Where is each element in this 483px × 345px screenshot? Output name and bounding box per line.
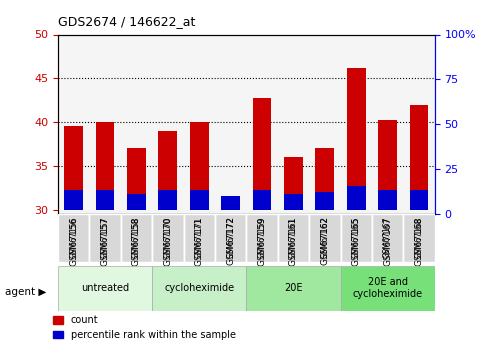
Text: GSM67159: GSM67159 [257,216,267,266]
Text: GSM67172: GSM67172 [226,216,235,265]
Text: GSM67161: GSM67161 [289,216,298,266]
Bar [347,186,366,209]
Bar [152,214,184,262]
Text: GSM67171: GSM67171 [195,216,204,266]
Text: 20E and
cycloheximide: 20E and cycloheximide [353,277,423,299]
Bar [284,157,303,209]
Bar [58,266,152,311]
Bar [221,196,240,209]
Bar [253,98,271,209]
Bar [410,105,428,209]
Text: GSM67162: GSM67162 [320,216,329,265]
Bar [278,214,309,262]
Bar [315,148,334,209]
Bar [158,190,177,209]
Text: GSM67171: GSM67171 [195,216,204,258]
Bar [246,266,341,311]
Text: cycloheximide: cycloheximide [164,283,234,293]
Bar [221,196,240,209]
Bar [372,214,403,262]
Bar [378,190,397,209]
Bar [284,194,303,209]
Bar [89,214,121,262]
Text: agent ▶: agent ▶ [5,287,46,296]
Text: GSM67168: GSM67168 [414,216,424,258]
Bar [341,266,435,311]
Text: GSM67167: GSM67167 [383,216,392,266]
Text: GSM67172: GSM67172 [226,216,235,258]
Text: GSM67159: GSM67159 [257,216,267,258]
Bar [378,120,397,209]
Bar [309,214,341,262]
Text: GSM67157: GSM67157 [100,216,110,258]
Bar [315,192,334,209]
Text: untreated: untreated [81,283,129,293]
Text: GSM67158: GSM67158 [132,216,141,266]
Bar [410,190,428,209]
Bar [184,214,215,262]
Bar [190,122,209,209]
Bar [127,194,146,209]
Text: GSM67170: GSM67170 [163,216,172,266]
Bar [127,148,146,209]
Legend: count, percentile rank within the sample: count, percentile rank within the sample [53,315,236,340]
Bar [64,126,83,209]
Bar [158,131,177,209]
Bar [190,190,209,209]
Bar [58,214,89,262]
Bar [403,214,435,262]
Bar [96,190,114,209]
Bar [121,214,152,262]
Text: GSM67156: GSM67156 [69,216,78,258]
Text: GSM67167: GSM67167 [383,216,392,258]
Text: GSM67157: GSM67157 [100,216,110,266]
Text: GSM67165: GSM67165 [352,216,361,258]
Bar [64,190,83,209]
Bar [341,214,372,262]
Text: GSM67162: GSM67162 [320,216,329,258]
Bar [215,214,246,262]
Bar [253,190,271,209]
Text: GDS2674 / 146622_at: GDS2674 / 146622_at [58,16,195,29]
Bar [96,122,114,209]
Text: 20E: 20E [284,283,303,293]
Bar [347,68,366,209]
Text: GSM67168: GSM67168 [414,216,424,266]
Text: GSM67156: GSM67156 [69,216,78,266]
Text: GSM67170: GSM67170 [163,216,172,258]
Bar [246,214,278,262]
Text: GSM67158: GSM67158 [132,216,141,258]
Text: GSM67161: GSM67161 [289,216,298,258]
Text: GSM67165: GSM67165 [352,216,361,266]
Bar [152,266,246,311]
